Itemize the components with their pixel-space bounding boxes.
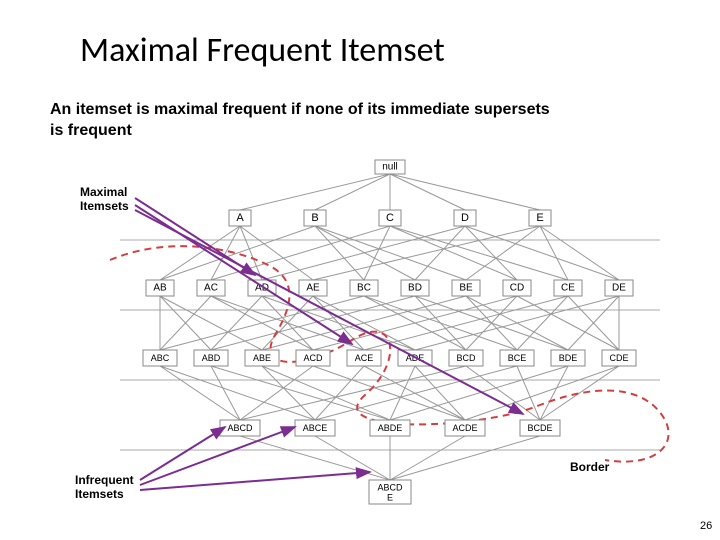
node-label: CD <box>510 283 524 294</box>
node-label: AB <box>153 283 167 294</box>
node-label: ACD <box>303 353 323 363</box>
node-label: A <box>236 212 244 224</box>
node-label: E <box>536 212 543 224</box>
node-label: BCDE <box>527 423 552 433</box>
node-label: BE <box>459 283 473 294</box>
node-label: BDE <box>559 353 578 363</box>
node-label: ABCE <box>303 423 328 433</box>
node-label: ACDE <box>452 423 477 433</box>
node-label: BD <box>408 283 422 294</box>
node-label: ABDE <box>378 423 403 433</box>
annotation-arrow <box>140 427 225 480</box>
annotation-arrow <box>140 427 295 485</box>
node-label: AC <box>204 283 218 294</box>
node-label: AE <box>306 283 320 294</box>
node-label: ABE <box>253 353 271 363</box>
lattice-diagram: nullABCDEABACADAEBCBDBECDCEDEABCABDABEAC… <box>0 0 720 540</box>
node-label: C <box>386 212 394 224</box>
node-label: ABCD <box>377 483 403 493</box>
node-label: E <box>387 492 393 502</box>
node-label: CE <box>561 283 575 294</box>
node-label: DE <box>612 283 626 294</box>
node-label: ABC <box>151 353 170 363</box>
node-label: B <box>311 212 318 224</box>
annotation-arrow <box>135 210 523 414</box>
node-label: BC <box>357 283 371 294</box>
node-label: BCE <box>508 353 527 363</box>
node-label: D <box>461 212 469 224</box>
node-label: ABD <box>202 353 221 363</box>
node-label: CDE <box>609 353 628 363</box>
node-label: ACE <box>355 353 374 363</box>
node-label: null <box>382 162 398 173</box>
annotation-arrow <box>140 472 370 490</box>
node-label: ABCD <box>227 423 253 433</box>
node-label: BCD <box>456 353 476 363</box>
